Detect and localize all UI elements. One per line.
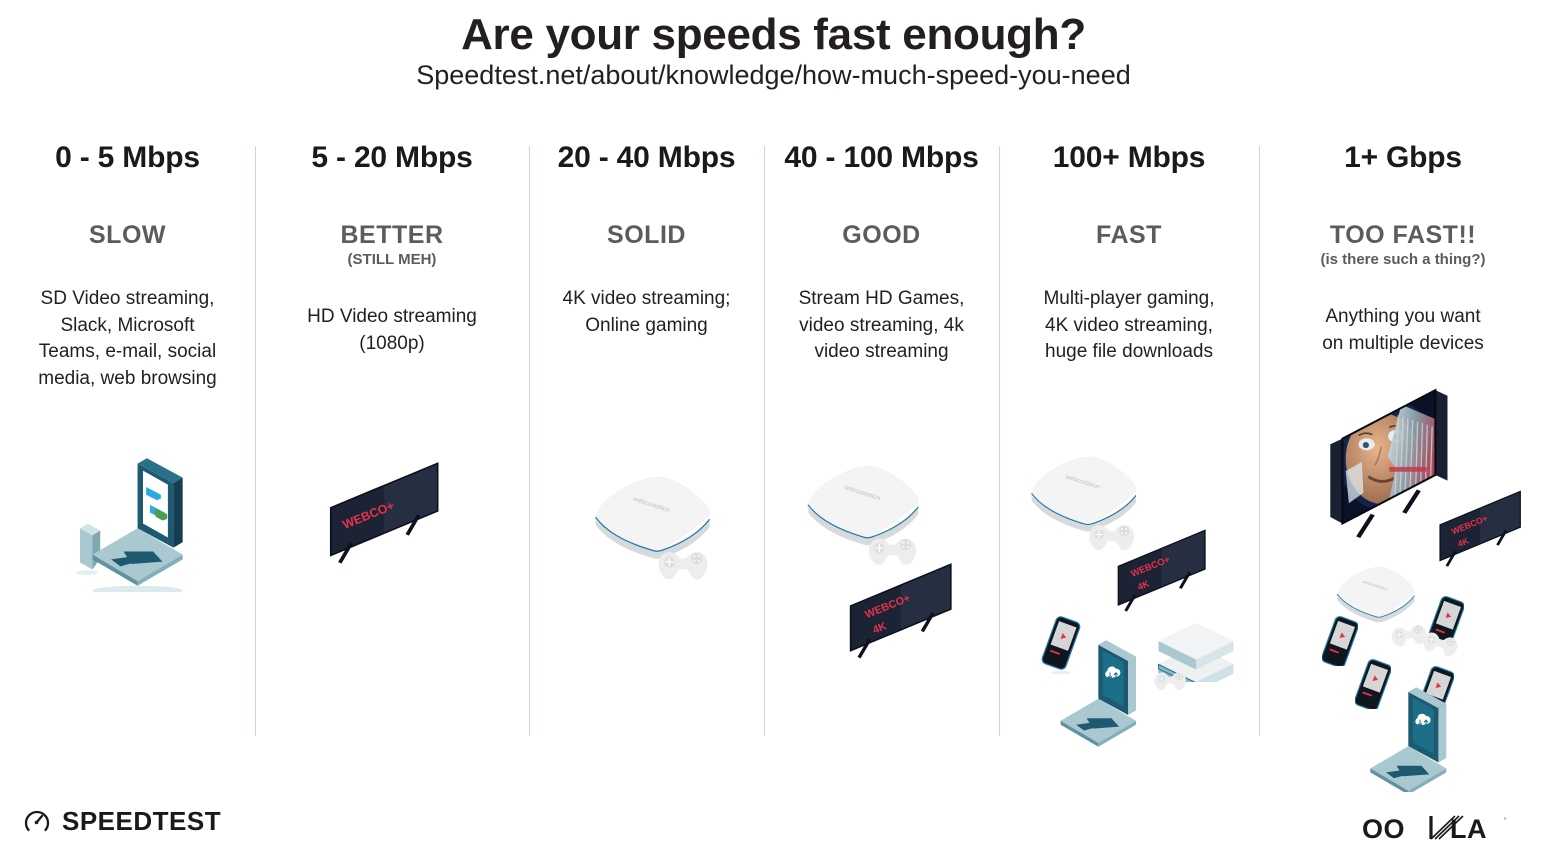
svg-text:OO: OO — [1362, 814, 1405, 843]
svg-text:’: ’ — [1504, 816, 1506, 826]
